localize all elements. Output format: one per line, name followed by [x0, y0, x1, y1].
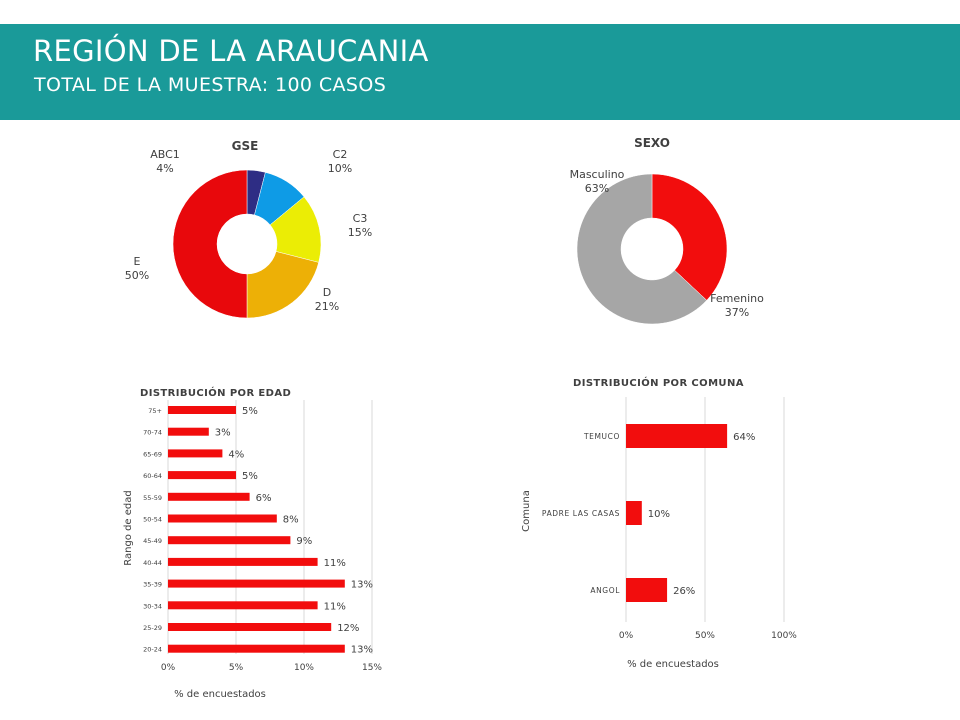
comuna-x-tick-label: 0%: [619, 631, 634, 641]
edad-bar: [168, 601, 318, 610]
edad-value-label: 4%: [228, 449, 244, 460]
sexo-slice-value: 37%: [725, 306, 749, 319]
comuna-category-label: ANGOL: [590, 586, 620, 595]
comuna-category-label: TEMUCO: [583, 432, 620, 441]
sexo-slice-femenino: [651, 173, 728, 301]
edad-x-tick-label: 5%: [229, 663, 244, 673]
edad-bar: [168, 406, 236, 414]
comuna-value-label: 26%: [673, 586, 695, 597]
comuna-value-label: 10%: [648, 509, 670, 520]
gse-slice-value: 4%: [156, 162, 173, 175]
gse-slice-label: D: [323, 286, 331, 299]
gse-slice-label: ABC1: [150, 148, 180, 161]
sexo-slice-label: Masculino: [570, 168, 625, 181]
edad-bar: [168, 514, 277, 523]
edad-category-label: 55-59: [143, 494, 162, 502]
edad-bar: [168, 644, 345, 653]
edad-category-label: 35-39: [143, 581, 162, 589]
header-banner: [0, 24, 960, 120]
edad-value-label: 12%: [337, 623, 359, 634]
edad-bar: [168, 492, 250, 501]
sexo-slice-masculino: [576, 173, 708, 325]
edad-bar: [168, 536, 291, 545]
edad-value-label: 3%: [215, 428, 231, 439]
edad-x-tick-label: 0%: [161, 663, 176, 673]
edad-x-tick-label: 10%: [294, 663, 314, 673]
edad-bar: [168, 471, 236, 480]
edad-category-label: 50-54: [143, 516, 162, 524]
gse-slice-label: E: [134, 255, 141, 268]
edad-category-label: 60-64: [143, 472, 162, 480]
edad-category-label: 75+: [148, 407, 162, 415]
gse-slice-value: 21%: [315, 300, 339, 313]
comuna-value-label: 64%: [733, 432, 755, 443]
edad-category-label: 40-44: [143, 559, 162, 567]
edad-x-axis-label: % de encuestados: [174, 689, 266, 700]
gse-slice-value: 15%: [348, 226, 372, 239]
edad-value-label: 9%: [296, 536, 312, 547]
edad-chart-title: DISTRIBUCIÓN POR EDAD: [140, 386, 291, 399]
gse-slice-value: 10%: [328, 162, 352, 175]
gse-chart-title: GSE: [232, 139, 259, 153]
edad-bar: [168, 623, 332, 631]
edad-value-label: 11%: [324, 558, 346, 569]
sexo-chart-title: SEXO: [634, 136, 670, 150]
edad-bar: [168, 427, 209, 436]
page-title: REGIÓN DE LA ARAUCANIA: [33, 34, 429, 68]
gse-slice-value: 50%: [125, 269, 149, 282]
gse-slice-label: C3: [353, 212, 368, 225]
edad-value-label: 5%: [242, 406, 258, 417]
comuna-x-tick-label: 100%: [771, 631, 797, 641]
edad-category-label: 45-49: [143, 537, 162, 545]
comuna-bar-chart: DISTRIBUCIÓN POR COMUNA TEMUCO PADRE LAS …: [521, 376, 797, 670]
edad-value-label: 13%: [351, 580, 373, 591]
comuna-x-tick-label: 50%: [695, 631, 715, 641]
comuna-chart-title: DISTRIBUCIÓN POR COMUNA: [573, 376, 744, 389]
sexo-slice-value: 63%: [585, 182, 609, 195]
comuna-category-label: PADRE LAS CASAS: [542, 509, 620, 518]
edad-value-label: 13%: [351, 645, 373, 656]
edad-category-label: 20-24: [143, 646, 162, 654]
edad-value-label: 5%: [242, 471, 258, 482]
sexo-slice-label: Femenino: [710, 292, 764, 305]
comuna-bar: [626, 578, 668, 602]
gse-slice-label: C2: [333, 148, 348, 161]
page-subtitle: TOTAL DE LA MUESTRA: 100 CASOS: [34, 74, 387, 96]
edad-value-label: 11%: [324, 601, 346, 612]
edad-bar: [168, 579, 345, 588]
edad-category-label: 30-34: [143, 602, 162, 610]
edad-bar: [168, 449, 223, 458]
comuna-y-axis-label: Comuna: [521, 490, 532, 532]
edad-category-label: 65-69: [143, 450, 162, 458]
gse-slice-e: [172, 169, 248, 319]
edad-category-label: 25-29: [143, 624, 162, 632]
edad-bar-chart: DISTRIBUCIÓN POR EDAD 75+ 70-74 65-69 60-64…: [123, 386, 382, 700]
edad-value-label: 6%: [256, 493, 272, 504]
comuna-x-axis-label: % de encuestados: [627, 659, 719, 670]
edad-category-label: 70-74: [143, 429, 162, 437]
edad-value-label: 8%: [283, 515, 299, 526]
comuna-bar: [626, 501, 642, 525]
edad-bar: [168, 557, 318, 566]
edad-y-axis-label: Rango de edad: [123, 490, 134, 566]
comuna-bar: [626, 424, 728, 448]
gse-slice-d: [246, 251, 319, 319]
edad-x-tick-label: 15%: [362, 663, 382, 673]
